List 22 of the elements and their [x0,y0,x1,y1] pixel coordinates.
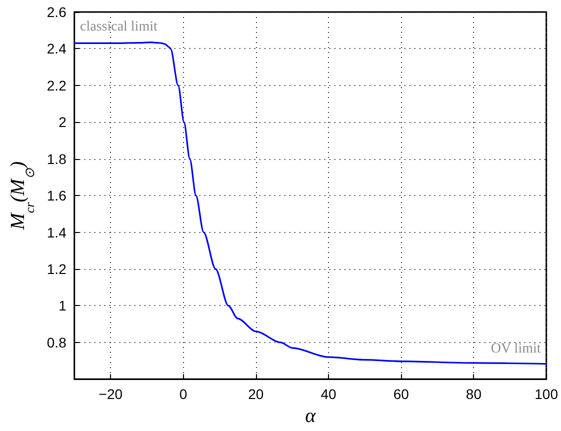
y-tick-label: 1.6 [46,188,67,204]
y-tick-label: 1 [58,298,67,314]
y-tick-label: 2.4 [46,40,67,57]
x-tick-label: 80 [466,386,482,402]
x-tick-label: 40 [320,386,336,402]
y-tick-label: 1.2 [46,260,67,277]
line-series [74,41,548,365]
y-tick-label: 0.8 [46,334,67,350]
y-tick-label: 2.6 [46,4,67,20]
x-tick-label: −20 [98,386,123,402]
y-axis-title: Mcr(M⊙) [7,160,37,231]
y-tick-label: 2 [58,114,67,130]
x-axis-title: α [305,405,316,427]
x-tick-label: 100 [534,386,558,402]
annotation: classical limit [80,20,158,34]
x-tick-label: 0 [179,386,188,402]
x-tick-label: 60 [393,386,410,402]
annotation: OV limit [490,342,541,356]
y-tick-label: 1.8 [46,150,67,167]
y-tick-label: 1.4 [46,224,67,240]
y-tick-label: 2.2 [46,77,67,94]
x-tick-label: 20 [248,386,264,402]
